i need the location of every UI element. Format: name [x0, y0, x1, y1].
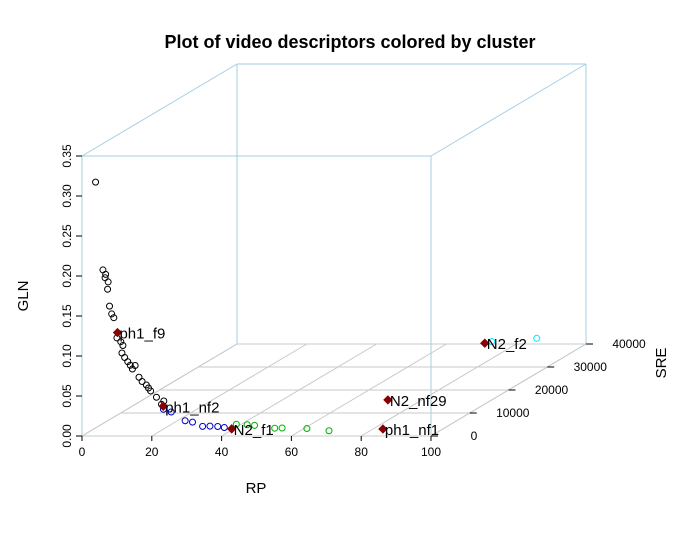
point-labels: ph1_f9 ph1_nf2 N2_f1 ph1_nf1 N2_nf29 N2_f2: [119, 326, 526, 439]
y-tick-label-6: 0.30: [60, 184, 74, 208]
point-s0-2: [102, 270, 110, 278]
point-s2-4: [278, 424, 286, 432]
y-tick-label-5: 0.25: [60, 224, 74, 248]
point-s1-7: [220, 424, 228, 432]
point-s2-6: [325, 427, 333, 435]
y-tick-label-1: 0.05: [60, 384, 74, 408]
z-axis-title: SRE: [653, 348, 670, 379]
y-tick-label-2: 0.10: [60, 344, 74, 368]
z-tick-label-1: 10000: [496, 406, 530, 420]
point-s2-1: [243, 421, 251, 429]
x-tick-label-3: 60: [285, 445, 299, 459]
chart-title: Plot of video descriptors colored by clu…: [164, 32, 535, 52]
point-label-5: N2_f2: [487, 336, 527, 353]
x-tick-label-2: 40: [215, 445, 229, 459]
box-edge-5: [430, 63, 587, 157]
plot-box: [81, 63, 587, 437]
point-s1-6: [214, 422, 222, 430]
point-s0-8: [110, 314, 118, 322]
y-tick-label-3: 0.15: [60, 304, 74, 328]
point-s0-22: [147, 387, 155, 395]
point-s3-0: [488, 338, 496, 346]
point-s0-0: [92, 178, 100, 186]
labeled-point-3: [378, 424, 388, 434]
point-s0-4: [104, 278, 112, 286]
point-s0-23: [152, 393, 160, 401]
point-s1-5: [206, 422, 214, 430]
point-label-0: ph1_f9: [119, 326, 165, 343]
point-s2-5: [303, 425, 311, 433]
point-s0-11: [119, 341, 127, 349]
x-tick-label-1: 20: [145, 445, 159, 459]
x-tick-label-4: 80: [355, 445, 369, 459]
z-tick-label-2: 20000: [535, 383, 569, 397]
point-s1-4: [199, 422, 207, 430]
point-s0-15: [126, 361, 134, 369]
labeled-point-2: [226, 424, 237, 434]
point-label-4: N2_nf29: [390, 393, 447, 410]
point-s0-17: [128, 365, 136, 373]
point-s0-6: [106, 302, 114, 310]
point-s0-7: [108, 310, 116, 318]
point-s0-10: [117, 338, 125, 346]
point-label-2: N2_f1: [234, 422, 274, 439]
point-s1-2: [181, 417, 189, 425]
z-tick-label-0: 0: [471, 429, 478, 443]
y-tick-label-7: 0.35: [60, 144, 74, 168]
point-s2-3: [271, 424, 279, 432]
axis-ticks: 0 20 40 60 80 100 0.00 0.05 0.10 0.15 0.20 0.25 0.30…: [60, 144, 646, 459]
point-label-3: ph1_nf1: [385, 422, 439, 439]
y-tick-label-4: 0.20: [60, 264, 74, 288]
point-s0-18: [135, 373, 143, 381]
x-axis-title: RP: [246, 480, 267, 497]
x-tick-label-0: 0: [79, 445, 86, 459]
point-s0-19: [138, 377, 146, 385]
point-s2-0: [232, 420, 240, 428]
labeled-point-4: [383, 395, 393, 405]
z-tick-label-3: 30000: [574, 360, 608, 374]
point-s0-1: [99, 266, 107, 274]
point-s0-5: [104, 285, 112, 293]
point-s1-1: [167, 408, 175, 416]
x-tick-label-5: 100: [421, 445, 441, 459]
point-s2-2: [251, 421, 259, 429]
point-s3-1: [533, 334, 541, 342]
y-axis-title: GLN: [15, 281, 32, 312]
data-points: [92, 178, 541, 435]
point-s0-13: [121, 353, 129, 361]
labeled-point-5: [480, 338, 490, 348]
labeled-point-0: [112, 327, 123, 338]
floor-grid: [81, 343, 587, 437]
box-edge-7: [81, 63, 238, 157]
point-label-1: ph1_nf2: [165, 399, 219, 416]
point-s1-3: [189, 418, 197, 426]
point-s0-12: [118, 349, 126, 357]
z-tick-label-4: 40000: [612, 337, 646, 351]
y-tick-label-0: 0.00: [60, 424, 74, 448]
labeled-point-1: [158, 401, 168, 411]
